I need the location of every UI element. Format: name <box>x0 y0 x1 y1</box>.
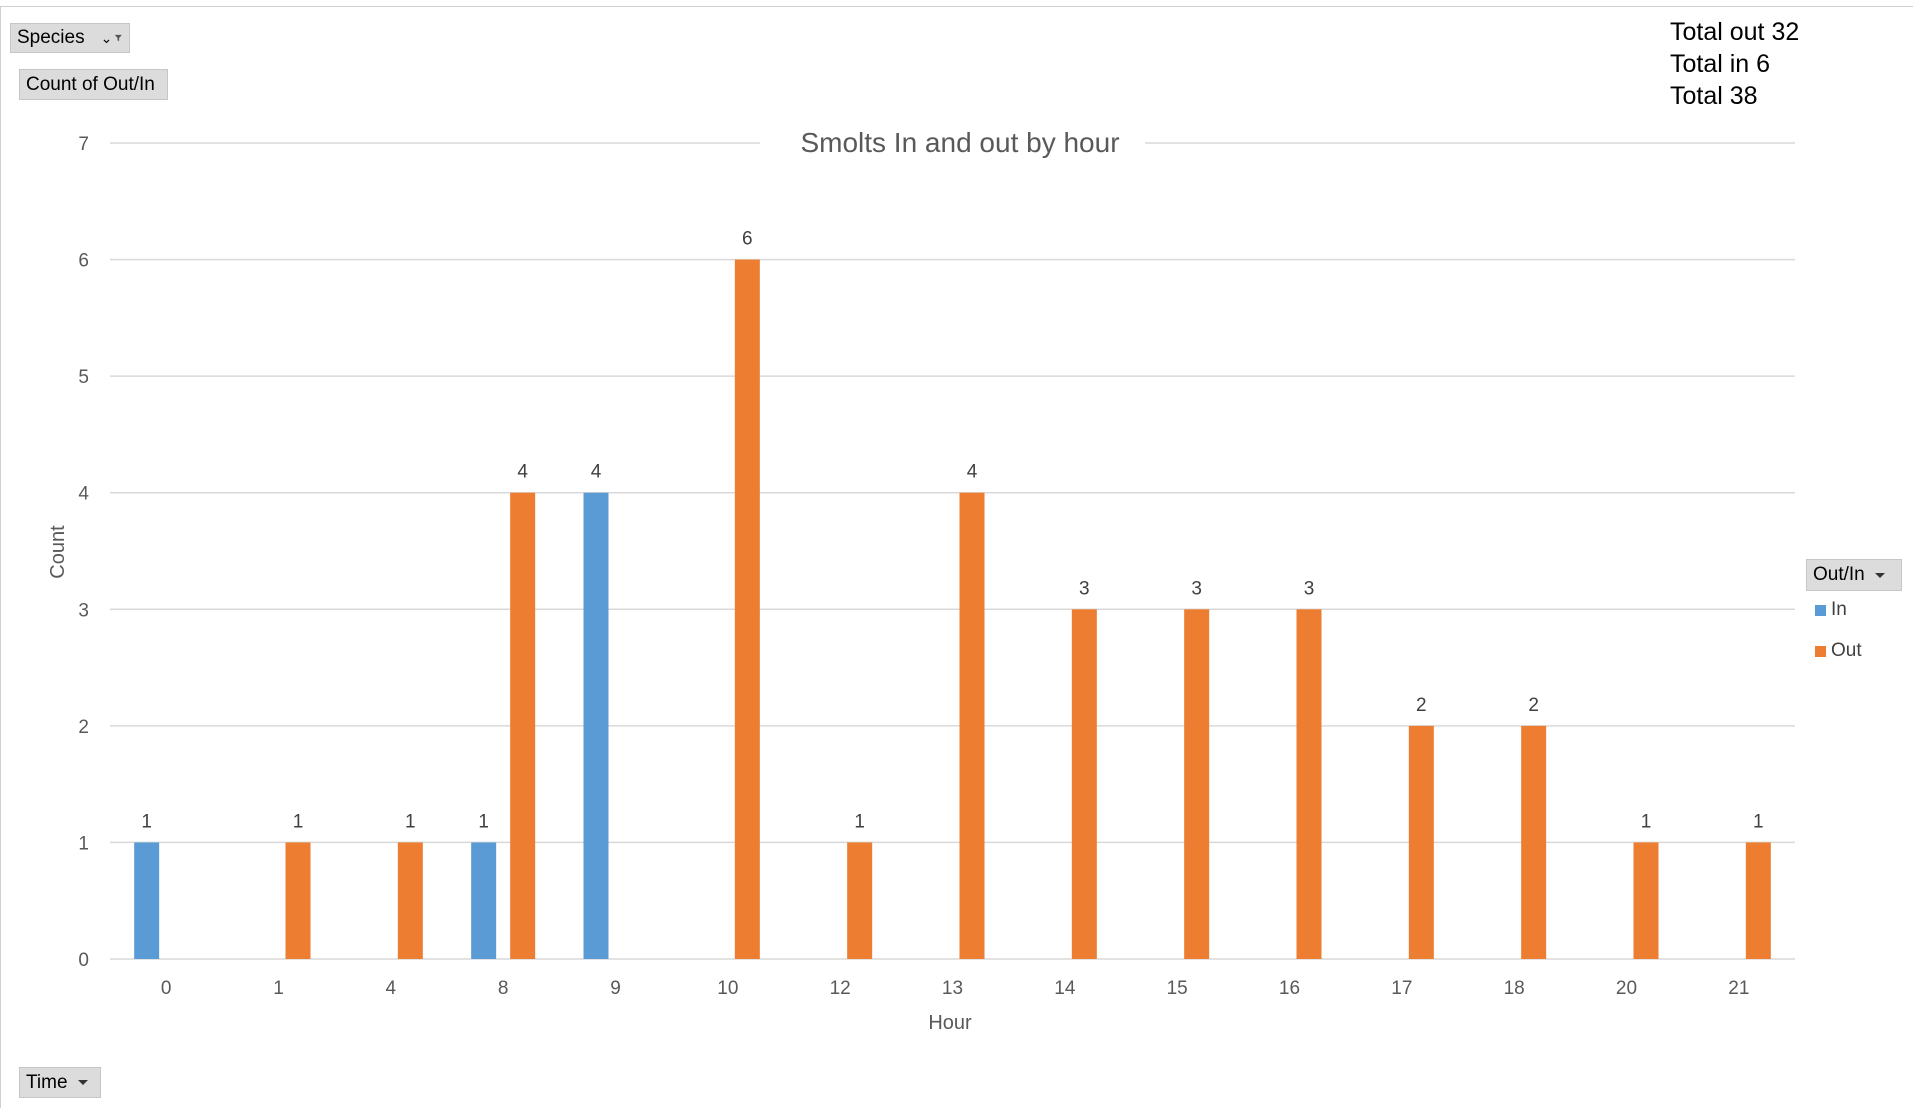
data-label-out-21: 1 <box>1753 811 1764 832</box>
sort-indicator-icon: ⌄ <box>100 30 113 46</box>
bar-out-4 <box>397 842 423 959</box>
x-axis-title: Hour <box>928 1012 972 1034</box>
data-label-in-9: 4 <box>591 462 602 483</box>
chart-title: Smolts In and out by hour <box>800 127 1119 158</box>
bar-in-9 <box>583 492 609 959</box>
total-in-text: Total in 6 <box>1670 50 1771 78</box>
chart-title-background <box>760 124 1145 160</box>
x-tick-label: 17 <box>1391 978 1412 999</box>
bar-out-16 <box>1296 609 1322 959</box>
bar-in-8 <box>471 842 497 959</box>
data-label-out-12: 1 <box>854 811 865 832</box>
legend-label-in: In <box>1831 599 1847 620</box>
legend-label-out: Out <box>1831 640 1862 661</box>
x-tick-label: 13 <box>942 978 963 999</box>
x-tick-label: 12 <box>830 978 851 999</box>
data-label-out-16: 3 <box>1304 578 1315 599</box>
bar-out-12 <box>847 842 873 959</box>
y-tick-label: 6 <box>78 251 89 272</box>
time-field-button[interactable]: Time <box>19 1067 101 1098</box>
data-label-out-10: 6 <box>742 229 753 250</box>
data-label-out-20: 1 <box>1641 811 1652 832</box>
legend-filter-label: Out/In <box>1813 564 1865 585</box>
data-label-out-8: 4 <box>517 462 528 483</box>
data-label-out-1: 1 <box>293 811 304 832</box>
x-tick-label: 10 <box>717 978 738 999</box>
bar-out-10 <box>734 259 760 960</box>
y-tick-label: 5 <box>78 367 89 388</box>
x-tick-label: 9 <box>610 978 621 999</box>
filter-funnel-icon <box>115 34 123 42</box>
x-tick-label: 21 <box>1728 978 1749 999</box>
data-label-out-18: 2 <box>1528 695 1539 716</box>
x-tick-label: 15 <box>1167 978 1188 999</box>
gridlines <box>110 142 1795 960</box>
chevron-down-icon <box>1874 572 1885 578</box>
y-tick-label: 0 <box>78 950 89 971</box>
legend-item-out[interactable]: Out <box>1815 640 1862 662</box>
total-text: Total 38 <box>1670 82 1758 110</box>
x-tick-label: 4 <box>386 978 397 999</box>
y-axis-title: Count <box>47 525 69 579</box>
value-field-label: Count of Out/In <box>26 73 155 95</box>
data-label-in-0: 1 <box>141 811 152 832</box>
species-filter-label: Species <box>17 27 85 48</box>
totals-summary: Total out 32 Total in 6 Total 38 <box>1670 16 1799 112</box>
bar-out-17 <box>1408 725 1434 959</box>
x-axis-ticks: 0 1 4 8 9 10 12 13 14 15 16 17 18 20 21 <box>161 978 1750 999</box>
y-tick-label: 2 <box>78 717 89 738</box>
legend-filter-button[interactable]: Out/In <box>1806 559 1902 591</box>
y-axis-ticks: 0 1 2 3 4 5 6 7 <box>78 134 89 971</box>
bar-out-13 <box>959 492 985 959</box>
y-tick-label: 3 <box>78 600 89 621</box>
bar-out-14 <box>1071 609 1097 959</box>
data-labels: 1 1 1 1 4 4 6 1 4 3 3 3 2 2 1 1 <box>141 229 1763 833</box>
chart-frame <box>0 6 1913 1108</box>
bar-out-1 <box>285 842 311 959</box>
data-label-out-15: 3 <box>1191 578 1202 599</box>
data-label-in-8: 1 <box>478 811 489 832</box>
x-tick-label: 1 <box>273 978 284 999</box>
legend-swatch-in <box>1815 604 1826 616</box>
x-tick-label: 8 <box>498 978 509 999</box>
bar-in-0 <box>134 842 160 959</box>
species-filter-button[interactable]: Species ⌄ <box>10 23 130 53</box>
legend-swatch-out <box>1815 645 1826 657</box>
bar-out-8 <box>510 492 536 959</box>
bar-out-21 <box>1745 842 1771 959</box>
bar-out-15 <box>1184 609 1210 959</box>
time-field-label: Time <box>26 1071 68 1093</box>
legend-item-in[interactable]: In <box>1815 599 1847 621</box>
x-tick-label: 20 <box>1616 978 1637 999</box>
y-tick-label: 1 <box>78 833 89 854</box>
bar-out-18 <box>1521 725 1547 959</box>
total-out-text: Total out 32 <box>1670 18 1800 46</box>
x-tick-label: 0 <box>161 978 172 999</box>
chevron-down-icon <box>77 1080 88 1085</box>
x-tick-label: 16 <box>1279 978 1300 999</box>
y-tick-label: 4 <box>78 484 89 505</box>
data-label-out-14: 3 <box>1079 578 1090 599</box>
bars <box>134 259 1771 960</box>
bar-out-20 <box>1633 842 1659 959</box>
x-tick-label: 18 <box>1504 978 1525 999</box>
value-field-button: Count of Out/In <box>19 69 168 100</box>
data-label-out-4: 1 <box>405 811 416 832</box>
data-label-out-13: 4 <box>967 462 978 483</box>
data-label-out-17: 2 <box>1416 695 1427 716</box>
y-tick-label: 7 <box>78 134 89 155</box>
x-tick-label: 14 <box>1054 978 1076 999</box>
